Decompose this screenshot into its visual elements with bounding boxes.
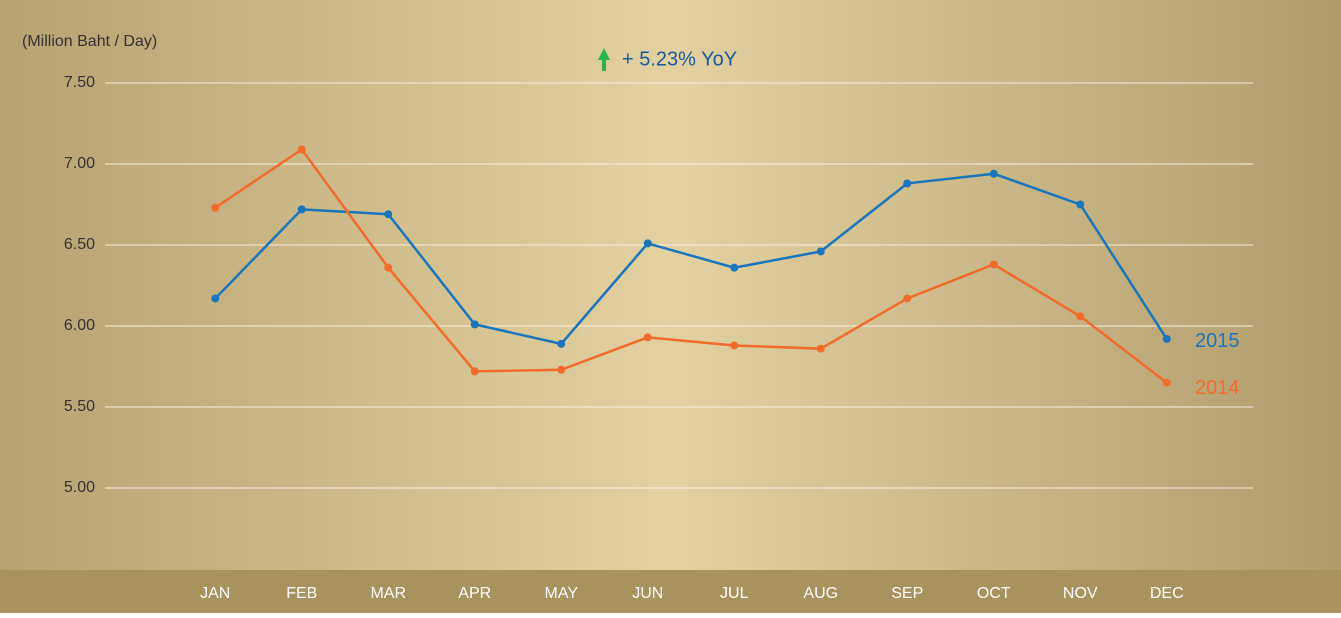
data-point	[643, 239, 652, 248]
annotation: + 5.23% YoY	[622, 48, 737, 70]
y-tick-label: 5.00	[64, 479, 95, 496]
x-tick-label: AUG	[803, 585, 838, 602]
data-point	[730, 341, 739, 350]
data-point	[557, 365, 566, 374]
data-point	[470, 320, 479, 329]
x-tick-label: JAN	[200, 585, 230, 602]
data-point	[1162, 378, 1171, 387]
series-line	[214, 147, 1168, 384]
x-tick-label: DEC	[1150, 585, 1184, 602]
y-tick-label: 6.50	[64, 236, 95, 253]
data-point	[1162, 334, 1171, 343]
data-point	[297, 205, 306, 214]
data-point	[1076, 200, 1085, 209]
data-point	[297, 145, 306, 154]
x-tick-label: FEB	[286, 585, 317, 602]
data-point	[384, 210, 393, 219]
x-tick-label: OCT	[977, 585, 1011, 602]
y-tick-label: 7.00	[64, 155, 95, 172]
x-tick-label: JUN	[632, 585, 663, 602]
data-point	[470, 367, 479, 376]
data-point	[816, 247, 825, 256]
data-point	[557, 339, 566, 348]
y-tick-label: 5.50	[64, 398, 95, 415]
y-tick-label: 6.00	[64, 317, 95, 334]
data-point	[384, 263, 393, 272]
x-tick-label: JUL	[720, 585, 749, 602]
data-point	[730, 263, 739, 272]
x-tick-label: MAY	[545, 585, 579, 602]
x-tick-label: NOV	[1063, 585, 1098, 602]
up-arrow-icon	[598, 48, 610, 71]
data-point	[643, 333, 652, 342]
series-line	[214, 172, 1168, 346]
x-tick-label: SEP	[891, 585, 923, 602]
y-tick-label: 7.50	[64, 74, 95, 91]
data-point	[903, 179, 912, 188]
data-point	[989, 260, 998, 269]
data-point	[211, 294, 220, 303]
data-point	[211, 203, 220, 212]
x-tick-label: MAR	[370, 585, 406, 602]
series-label: 2015	[1195, 330, 1240, 352]
data-point	[816, 344, 825, 353]
x-tick-label: APR	[458, 585, 491, 602]
data-point	[989, 169, 998, 178]
y-axis-label: (Million Baht / Day)	[22, 33, 157, 50]
data-point	[903, 294, 912, 303]
series-label: 2014	[1195, 377, 1240, 399]
x-axis-band	[0, 570, 1341, 613]
data-point	[1076, 312, 1085, 321]
